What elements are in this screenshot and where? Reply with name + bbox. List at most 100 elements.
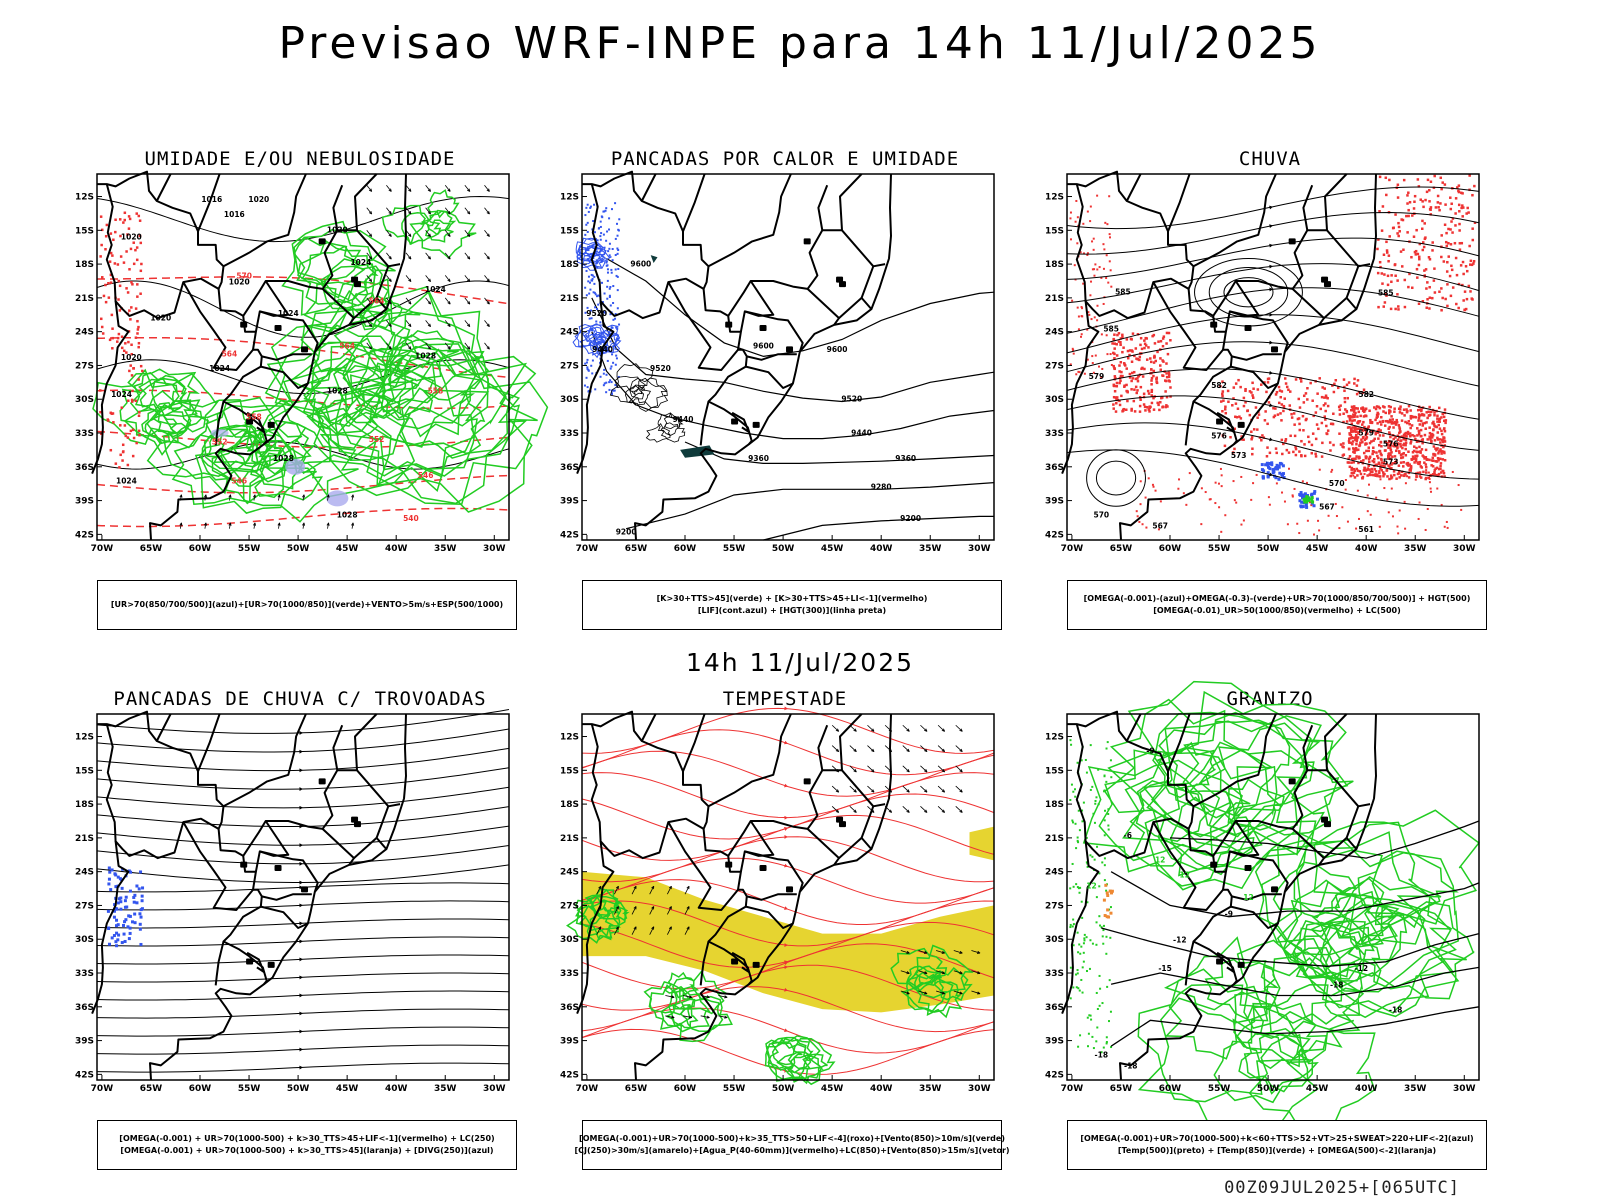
- precip-dot: [1372, 446, 1375, 449]
- precip-dot: [1093, 316, 1096, 319]
- precip-dot: [1121, 335, 1124, 339]
- lat-tick-label: 36S: [1045, 1003, 1064, 1013]
- precip-dot: [1232, 397, 1235, 400]
- andes-contour: [129, 364, 132, 367]
- temp850-dot: [1094, 799, 1097, 802]
- precip-dot: [1133, 354, 1136, 358]
- precip-dot: [1352, 450, 1355, 454]
- precip-dot: [1350, 461, 1353, 464]
- precip-dot: [1396, 438, 1400, 442]
- precip-dot: [1472, 262, 1475, 265]
- andes-contour: [123, 218, 127, 222]
- precip-dot: [1115, 384, 1119, 388]
- precip-dot: [1402, 408, 1406, 411]
- precip-dot: [1376, 474, 1379, 478]
- precip-dot: [1341, 506, 1344, 509]
- precip-dot: [1464, 307, 1468, 311]
- precip-dot: [1427, 410, 1430, 414]
- temp850-dot: [1086, 1016, 1089, 1019]
- precip-dot: [1279, 412, 1282, 415]
- wind-vector: [835, 809, 840, 813]
- contour-label: 12: [1179, 870, 1189, 879]
- precip-dot: [1350, 466, 1354, 470]
- precip-dot: [1142, 392, 1146, 396]
- panel-umidade: UMIDADE E/OU NEBULOSIDADE 12S 15S 18S 21S 24…: [75, 148, 549, 630]
- andes-contour: [123, 424, 127, 427]
- precip-dot: [1081, 307, 1084, 310]
- precip-dot: [1297, 397, 1301, 401]
- temp850-dot: [1086, 1045, 1089, 1048]
- precip-dot: [1366, 426, 1370, 430]
- precip-dot: [1430, 439, 1433, 443]
- panel-tempestade: TEMPESTADE 12S 15S 18S 21S 24S 27S 30S 33S 36S 39…: [560, 688, 1010, 1170]
- temp850-dot: [1105, 747, 1108, 750]
- precip-dot: [1433, 454, 1437, 457]
- temp850-dot: [1077, 987, 1080, 990]
- wind-vector: [366, 230, 373, 237]
- precip-dot: [1428, 426, 1431, 429]
- humidity-contour: [335, 334, 521, 477]
- precip-dot: [1154, 489, 1157, 492]
- precip-dot: [1140, 347, 1144, 351]
- lif-contour: [583, 384, 586, 387]
- wind-vector: [853, 748, 857, 753]
- precip-dot: [1428, 296, 1432, 299]
- precip-dot: [1357, 390, 1361, 394]
- lake-mark: [725, 861, 733, 868]
- andes-contour: [104, 235, 108, 238]
- lif-contour: [616, 252, 619, 255]
- humidity-contour: [293, 236, 360, 285]
- precip-dot: [1273, 414, 1277, 417]
- precip-dot: [1303, 443, 1306, 446]
- precip-dot: [1439, 462, 1443, 465]
- precip-dot: [1360, 407, 1363, 410]
- streamline: [96, 864, 510, 883]
- precip-dot: [1165, 395, 1169, 399]
- andes-contour: [111, 327, 114, 330]
- precip-dot: [1231, 451, 1235, 454]
- border-line: [1067, 170, 1195, 290]
- contour-label: 1020: [229, 277, 250, 286]
- contour-label: 564: [339, 342, 355, 351]
- precip-dot: [1345, 383, 1349, 387]
- lat-tick-label: 36S: [75, 1003, 94, 1013]
- precip-dot: [1274, 393, 1278, 396]
- precip-dot: [1221, 394, 1224, 398]
- precip-dot: [1384, 440, 1387, 444]
- wind-vector: [937, 765, 945, 773]
- lon-tick-label: 55W: [1208, 544, 1231, 554]
- wind-vector: [467, 346, 471, 350]
- andes-contour: [127, 227, 131, 230]
- precip-dot: [1350, 408, 1353, 412]
- wind-vector: [666, 885, 672, 895]
- precip-dot: [1165, 331, 1169, 335]
- wind-vector: [959, 950, 963, 954]
- precip-dot: [1387, 254, 1391, 257]
- precip-dot: [1362, 469, 1366, 472]
- precip-dot: [1455, 302, 1458, 306]
- temp850-dot: [1080, 759, 1083, 762]
- temp850-contour: [1142, 741, 1325, 872]
- andes-contour: [137, 378, 140, 381]
- flow-arrow: [784, 834, 788, 839]
- wind-vector: [228, 522, 232, 526]
- precip-dot: [1349, 414, 1352, 418]
- precip-dot: [1333, 382, 1336, 386]
- precip-dot: [1378, 420, 1382, 424]
- wind-vector: [425, 320, 431, 327]
- precip-dot: [1387, 456, 1390, 460]
- lif-contour: [611, 248, 614, 251]
- contour-label: 9600: [827, 345, 848, 354]
- andes-contour: [109, 251, 113, 255]
- precip-dot: [1138, 520, 1141, 523]
- omega-dot: [1281, 472, 1285, 476]
- precip-dot: [1136, 379, 1140, 383]
- omega-dot: [1301, 505, 1305, 509]
- precip-dot: [1219, 385, 1222, 388]
- contour-label: 576: [1383, 440, 1399, 449]
- precip-dot: [1150, 401, 1154, 405]
- temp850-dot: [1101, 1002, 1104, 1005]
- precip-dot: [1387, 511, 1390, 514]
- precip-dot: [1359, 414, 1362, 418]
